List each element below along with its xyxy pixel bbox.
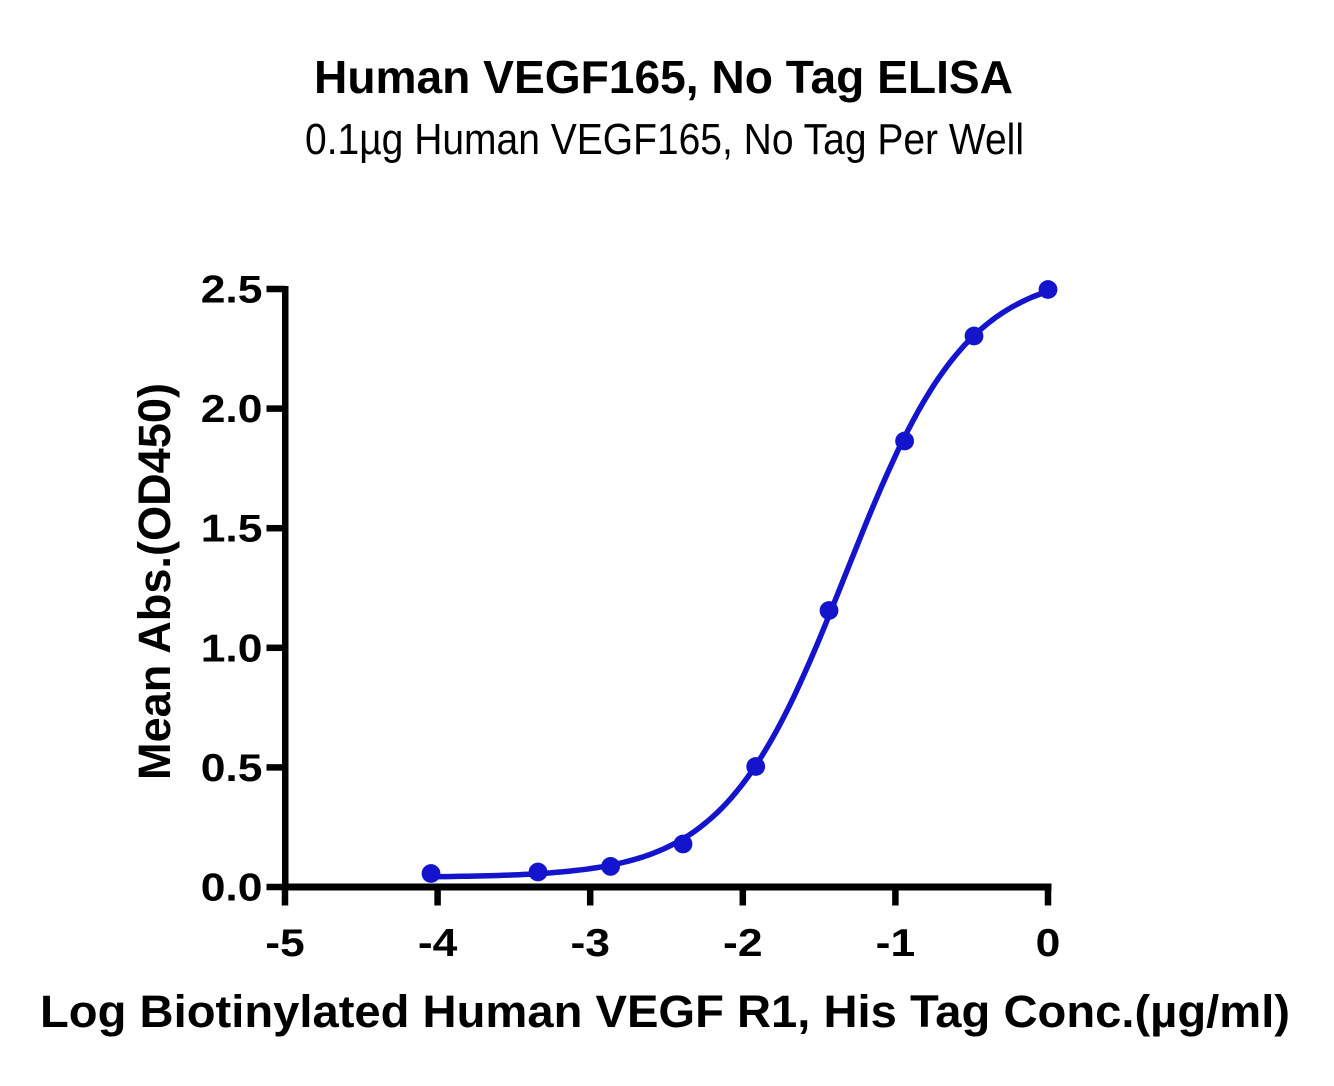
svg-text:-2: -2 <box>723 921 763 965</box>
svg-text:0.0: 0.0 <box>201 865 263 909</box>
svg-text:Human VEGF165, No Tag ELISA: Human VEGF165, No Tag ELISA <box>314 51 1013 103</box>
svg-text:-3: -3 <box>570 921 610 965</box>
svg-text:-4: -4 <box>418 921 458 965</box>
svg-text:-1: -1 <box>876 921 916 965</box>
svg-text:0.1µg Human VEGF165, No Tag Pe: 0.1µg Human VEGF165, No Tag Per Well <box>305 115 1024 164</box>
svg-text:0.5: 0.5 <box>201 745 263 789</box>
svg-text:0: 0 <box>1036 921 1061 965</box>
svg-text:1.0: 1.0 <box>201 626 263 670</box>
svg-text:-5: -5 <box>265 921 305 965</box>
svg-text:2.5: 2.5 <box>201 267 263 311</box>
svg-text:Log Biotinylated Human VEGF R1: Log Biotinylated Human VEGF R1, His Tag … <box>40 986 1290 1037</box>
svg-text:Mean Abs.(OD450): Mean Abs.(OD450) <box>129 383 180 780</box>
svg-text:2.0: 2.0 <box>201 387 263 431</box>
svg-text:1.5: 1.5 <box>201 506 263 550</box>
